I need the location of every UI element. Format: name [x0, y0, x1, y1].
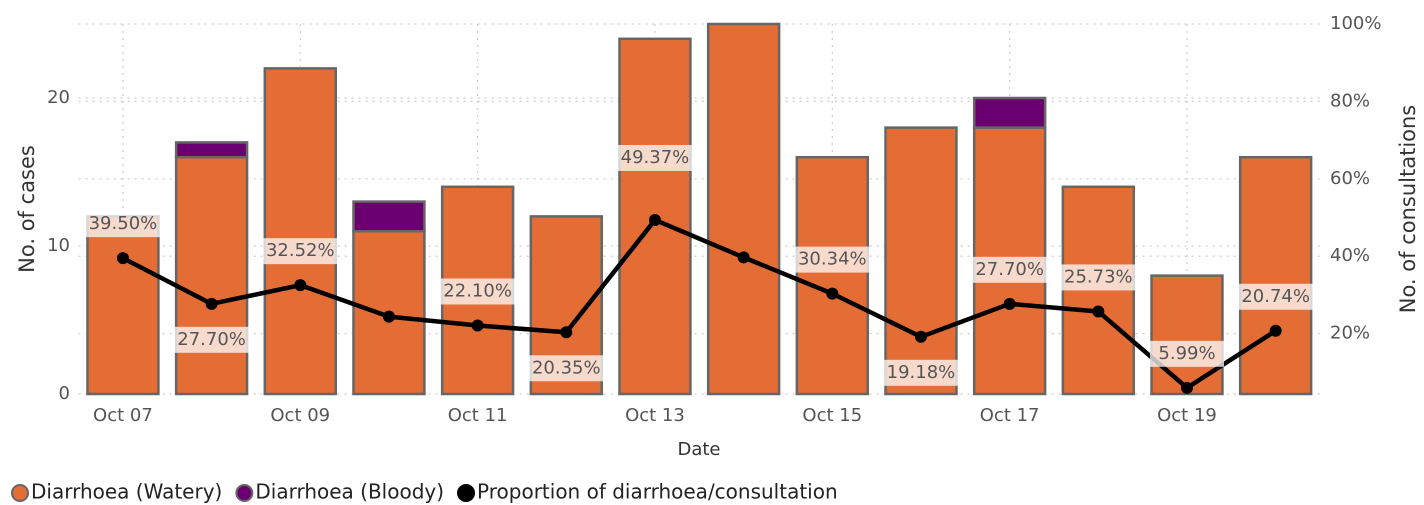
x-tick-label: Oct 17: [980, 405, 1040, 426]
legend-label: Diarrhoea (Watery): [31, 480, 222, 504]
x-tick-label: Oct 15: [802, 405, 862, 426]
data-label: 27.70%: [177, 329, 246, 350]
data-label: 19.18%: [887, 362, 956, 383]
point: [1092, 305, 1105, 318]
x-tick-label: Oct 09: [270, 405, 330, 426]
data-label: 32.52%: [266, 240, 335, 261]
y-tick-label: 0: [59, 383, 70, 404]
point: [648, 213, 661, 226]
y2-tick-label: 20%: [1330, 323, 1370, 344]
x-tick-label: Oct 07: [93, 405, 153, 426]
y-tick-label: 20: [47, 87, 70, 108]
x-tick-label: Oct 11: [448, 405, 508, 426]
line: [121, 217, 1277, 391]
data-label: 22.10%: [443, 280, 512, 301]
label-box: [440, 278, 515, 305]
x-tick-label: Oct 13: [625, 405, 685, 426]
point: [382, 310, 395, 323]
bar: [174, 155, 249, 396]
data-label: 20.35%: [532, 357, 601, 378]
label-box: [617, 144, 692, 171]
point: [1269, 324, 1282, 337]
bar: [174, 141, 249, 159]
label-box: [795, 246, 870, 273]
bar: [352, 200, 426, 233]
data-label: 5.99%: [1158, 343, 1215, 364]
bar: [795, 155, 870, 396]
bar: [972, 96, 1047, 129]
label-box: [1061, 264, 1136, 291]
point: [116, 252, 129, 265]
data-label: 49.37%: [621, 147, 690, 168]
point: [1003, 297, 1016, 310]
y-tick-label: 10: [47, 235, 70, 256]
y-axis-label: No. of cases: [15, 145, 39, 273]
label-box: [883, 359, 958, 386]
x-tick-label: Oct 19: [1157, 405, 1217, 426]
point: [560, 326, 573, 339]
y2-tick-label: 40%: [1330, 245, 1370, 266]
point: [294, 279, 307, 292]
point: [826, 287, 839, 300]
data-label: 39.50%: [89, 213, 158, 234]
legend-label: Diarrhoea (Bloody): [255, 480, 444, 504]
point: [1180, 381, 1193, 394]
label-box: [85, 211, 160, 238]
bar: [1238, 155, 1313, 396]
data-label: 20.74%: [1241, 286, 1310, 307]
label-box: [529, 355, 604, 382]
legend-marker: [235, 484, 254, 502]
point: [914, 330, 927, 343]
data-label: 27.70%: [975, 259, 1044, 280]
y2-tick-label: 80%: [1330, 90, 1370, 111]
data-label: 30.34%: [798, 249, 867, 270]
label-box: [1238, 283, 1313, 310]
y2-tick-label: 100%: [1330, 13, 1381, 34]
data-label: 25.73%: [1064, 266, 1133, 287]
y2-axis-label: No. of consultations: [1396, 105, 1420, 314]
point: [471, 319, 484, 332]
label-box: [174, 326, 249, 353]
point: [737, 251, 750, 264]
bar: [86, 215, 160, 396]
legend-marker: [11, 484, 29, 502]
bar: [1150, 274, 1224, 396]
y2-tick-label: 60%: [1330, 168, 1370, 189]
point: [205, 297, 218, 310]
legend-marker: [457, 484, 476, 502]
x-axis-label: Date: [677, 439, 720, 460]
label-box: [263, 238, 338, 265]
label-box: [972, 256, 1047, 283]
bar: [884, 126, 958, 396]
bar: [263, 67, 337, 396]
legend-label: Proportion of diarrhoea/consultation: [477, 480, 838, 504]
label-box: [1149, 340, 1224, 367]
bar: [706, 22, 781, 396]
